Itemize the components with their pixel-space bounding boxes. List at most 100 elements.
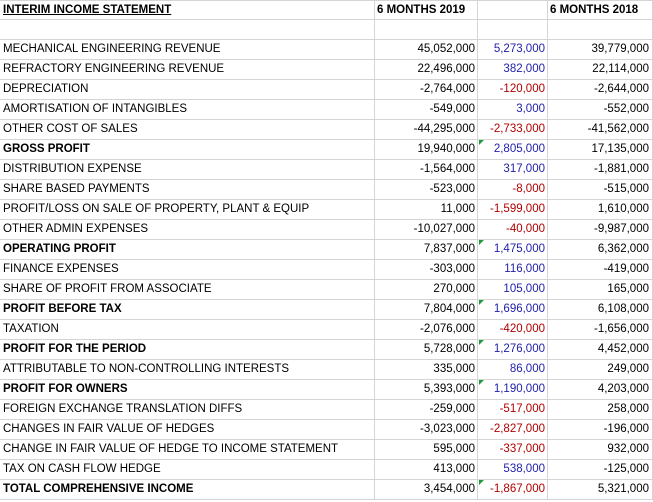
- value-2019-cell[interactable]: 270,000: [375, 280, 478, 299]
- value-2018-cell[interactable]: -125,000: [548, 460, 653, 479]
- difference-cell[interactable]: 382,000: [478, 60, 548, 79]
- difference-cell[interactable]: -337,000: [478, 440, 548, 459]
- value-2019-cell[interactable]: 19,940,000: [375, 140, 478, 159]
- column-header-blank[interactable]: [478, 1, 548, 20]
- empty-cell[interactable]: [478, 20, 548, 39]
- value-2019-cell[interactable]: -1,564,000: [375, 160, 478, 179]
- difference-cell[interactable]: 5,273,000: [478, 40, 548, 59]
- row-label-cell[interactable]: SHARE BASED PAYMENTS: [0, 180, 375, 199]
- statement-title[interactable]: INTERIM INCOME STATEMENT: [0, 1, 375, 20]
- row-label-cell[interactable]: CHANGE IN FAIR VALUE OF HEDGE TO INCOME …: [0, 440, 375, 459]
- value-2019-cell[interactable]: 7,837,000: [375, 240, 478, 259]
- value-2019-cell[interactable]: -2,764,000: [375, 80, 478, 99]
- row-label-cell[interactable]: FINANCE EXPENSES: [0, 260, 375, 279]
- value-2018-cell[interactable]: 5,321,000: [548, 480, 653, 499]
- row-label-cell[interactable]: PROFIT BEFORE TAX: [0, 300, 375, 319]
- value-2019-cell[interactable]: 595,000: [375, 440, 478, 459]
- row-label-cell[interactable]: GROSS PROFIT: [0, 140, 375, 159]
- value-2019-cell[interactable]: -303,000: [375, 260, 478, 279]
- value-2018-cell[interactable]: -2,644,000: [548, 80, 653, 99]
- row-label-cell[interactable]: PROFIT/LOSS ON SALE OF PROPERTY, PLANT &…: [0, 200, 375, 219]
- value-2019-cell[interactable]: -44,295,000: [375, 120, 478, 139]
- value-2018-cell[interactable]: 1,610,000: [548, 200, 653, 219]
- value-2019-cell[interactable]: 3,454,000: [375, 480, 478, 499]
- value-2018-cell[interactable]: -196,000: [548, 420, 653, 439]
- difference-cell[interactable]: 116,000: [478, 260, 548, 279]
- difference-cell[interactable]: 3,000: [478, 100, 548, 119]
- value-2019-cell[interactable]: -3,023,000: [375, 420, 478, 439]
- value-2018-cell[interactable]: -515,000: [548, 180, 653, 199]
- row-label-cell[interactable]: REFRACTORY ENGINEERING REVENUE: [0, 60, 375, 79]
- value-2018-cell[interactable]: -9,987,000: [548, 220, 653, 239]
- value-2018-cell[interactable]: -419,000: [548, 260, 653, 279]
- difference-cell[interactable]: -1,599,000: [478, 200, 548, 219]
- value-2019-cell[interactable]: 11,000: [375, 200, 478, 219]
- difference-cell[interactable]: 1,276,000: [478, 340, 548, 359]
- difference-cell[interactable]: 86,000: [478, 360, 548, 379]
- value-2019-cell[interactable]: -259,000: [375, 400, 478, 419]
- value-2019-cell[interactable]: 45,052,000: [375, 40, 478, 59]
- value-2019-cell[interactable]: -523,000: [375, 180, 478, 199]
- row-label-cell[interactable]: PROFIT FOR OWNERS: [0, 380, 375, 399]
- value-2018-cell[interactable]: 6,362,000: [548, 240, 653, 259]
- difference-cell[interactable]: -2,827,000: [478, 420, 548, 439]
- value-2019-cell[interactable]: -549,000: [375, 100, 478, 119]
- value-2019-cell[interactable]: 335,000: [375, 360, 478, 379]
- row-label-cell[interactable]: OTHER ADMIN EXPENSES: [0, 220, 375, 239]
- difference-cell[interactable]: -120,000: [478, 80, 548, 99]
- row-label-cell[interactable]: SHARE OF PROFIT FROM ASSOCIATE: [0, 280, 375, 299]
- value-2018-cell[interactable]: 258,000: [548, 400, 653, 419]
- row-label-cell[interactable]: OPERATING PROFIT: [0, 240, 375, 259]
- empty-cell[interactable]: [548, 20, 653, 39]
- value-2018-cell[interactable]: 17,135,000: [548, 140, 653, 159]
- value-2019-cell[interactable]: 7,804,000: [375, 300, 478, 319]
- row-label-cell[interactable]: DISTRIBUTION EXPENSE: [0, 160, 375, 179]
- value-2019-cell[interactable]: 5,393,000: [375, 380, 478, 399]
- value-2018-cell[interactable]: 39,779,000: [548, 40, 653, 59]
- value-2018-cell[interactable]: 22,114,000: [548, 60, 653, 79]
- row-label-cell[interactable]: TOTAL COMPREHENSIVE INCOME: [0, 480, 375, 499]
- row-label-cell[interactable]: PROFIT FOR THE PERIOD: [0, 340, 375, 359]
- difference-cell[interactable]: -2,733,000: [478, 120, 548, 139]
- difference-cell[interactable]: 1,475,000: [478, 240, 548, 259]
- difference-cell[interactable]: 1,190,000: [478, 380, 548, 399]
- difference-cell[interactable]: 2,805,000: [478, 140, 548, 159]
- difference-cell[interactable]: 538,000: [478, 460, 548, 479]
- column-header-2019[interactable]: 6 MONTHS 2019: [375, 1, 478, 20]
- value-2018-cell[interactable]: -1,656,000: [548, 320, 653, 339]
- row-label-cell[interactable]: OTHER COST OF SALES: [0, 120, 375, 139]
- difference-cell[interactable]: -1,867,000: [478, 480, 548, 499]
- value-2018-cell[interactable]: 165,000: [548, 280, 653, 299]
- value-2018-cell[interactable]: 4,203,000: [548, 380, 653, 399]
- difference-cell[interactable]: -517,000: [478, 400, 548, 419]
- value-2018-cell[interactable]: -1,881,000: [548, 160, 653, 179]
- value-2019-cell[interactable]: 22,496,000: [375, 60, 478, 79]
- value-2019-cell[interactable]: 5,728,000: [375, 340, 478, 359]
- row-label-cell[interactable]: CHANGES IN FAIR VALUE OF HEDGES: [0, 420, 375, 439]
- value-2019-cell[interactable]: -2,076,000: [375, 320, 478, 339]
- value-2019-cell[interactable]: 413,000: [375, 460, 478, 479]
- row-label-cell[interactable]: TAXATION: [0, 320, 375, 339]
- row-label-cell[interactable]: TAX ON CASH FLOW HEDGE: [0, 460, 375, 479]
- value-2018-cell[interactable]: 249,000: [548, 360, 653, 379]
- difference-cell[interactable]: 317,000: [478, 160, 548, 179]
- row-label-cell[interactable]: AMORTISATION OF INTANGIBLES: [0, 100, 375, 119]
- difference-cell[interactable]: 105,000: [478, 280, 548, 299]
- value-2018-cell[interactable]: -41,562,000: [548, 120, 653, 139]
- value-2019-cell[interactable]: -10,027,000: [375, 220, 478, 239]
- row-label-cell[interactable]: ATTRIBUTABLE TO NON-CONTROLLING INTEREST…: [0, 360, 375, 379]
- difference-cell[interactable]: -8,000: [478, 180, 548, 199]
- empty-cell[interactable]: [375, 20, 478, 39]
- row-label-cell[interactable]: DEPRECIATION: [0, 80, 375, 99]
- value-2018-cell[interactable]: 6,108,000: [548, 300, 653, 319]
- column-header-2018[interactable]: 6 MONTHS 2018: [548, 1, 653, 20]
- empty-cell[interactable]: [0, 20, 375, 39]
- value-2018-cell[interactable]: -552,000: [548, 100, 653, 119]
- row-label-cell[interactable]: MECHANICAL ENGINEERING REVENUE: [0, 40, 375, 59]
- difference-cell[interactable]: -420,000: [478, 320, 548, 339]
- difference-cell[interactable]: -40,000: [478, 220, 548, 239]
- difference-cell[interactable]: 1,696,000: [478, 300, 548, 319]
- row-label-cell[interactable]: FOREIGN EXCHANGE TRANSLATION DIFFS: [0, 400, 375, 419]
- value-2018-cell[interactable]: 4,452,000: [548, 340, 653, 359]
- value-2018-cell[interactable]: 932,000: [548, 440, 653, 459]
